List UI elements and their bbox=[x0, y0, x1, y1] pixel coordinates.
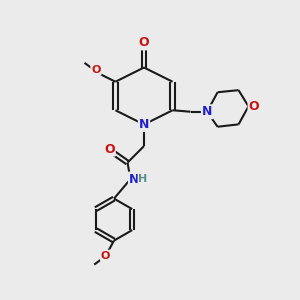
Text: H: H bbox=[139, 173, 148, 184]
Text: O: O bbox=[249, 100, 259, 113]
Text: N: N bbox=[129, 172, 139, 186]
Text: O: O bbox=[91, 65, 101, 75]
Text: N: N bbox=[139, 118, 149, 131]
Text: O: O bbox=[139, 36, 149, 50]
Text: O: O bbox=[101, 250, 110, 261]
Text: N: N bbox=[202, 105, 212, 118]
Text: O: O bbox=[104, 142, 115, 156]
